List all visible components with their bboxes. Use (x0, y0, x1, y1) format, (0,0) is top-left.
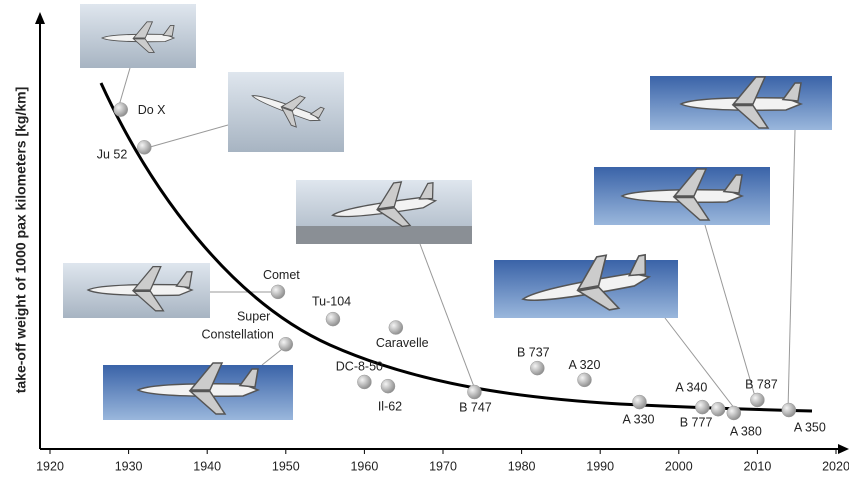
point-label: B 747 (459, 400, 492, 414)
point (467, 385, 481, 399)
x-tick-label: 1950 (272, 459, 300, 473)
y-axis-label: take-off weight of 1000 pax kilometers [… (13, 87, 29, 394)
point (381, 379, 395, 393)
x-tick-label: 1980 (508, 459, 536, 473)
point (530, 361, 544, 375)
point (114, 103, 128, 117)
point-label: A 320 (568, 358, 600, 372)
point-label: Il-62 (378, 399, 402, 413)
point-label: Comet (263, 268, 300, 282)
point (271, 285, 285, 299)
x-tick-label: 1970 (429, 459, 457, 473)
point-label: B 777 (680, 415, 713, 429)
point-label: Super Constellation (202, 310, 274, 342)
x-tick-label: 2020 (822, 459, 849, 473)
point (633, 395, 647, 409)
point (326, 312, 340, 326)
point-label: A 330 (623, 412, 655, 426)
chart: take-off weight of 1000 pax kilometers [… (0, 0, 849, 486)
x-tick-label: 2010 (743, 459, 771, 473)
point-label: Ju 52 (97, 148, 128, 162)
x-tick-label: 1920 (36, 459, 64, 473)
point (279, 337, 293, 351)
point-label: B 737 (517, 345, 550, 359)
point-label: Caravelle (376, 336, 429, 350)
point (577, 373, 591, 387)
x-tick-label: 1930 (115, 459, 143, 473)
point (782, 403, 796, 417)
point-label: A 380 (730, 424, 762, 438)
point-label: DC-8-50 (336, 359, 383, 373)
point-label: A 340 (675, 380, 707, 394)
point-label: B 787 (745, 377, 778, 391)
point (357, 375, 371, 389)
point-label: A 350 (794, 420, 826, 434)
x-tick-label: 1960 (350, 459, 378, 473)
x-tick-label: 1940 (193, 459, 221, 473)
trend-curve (101, 83, 812, 411)
x-tick-label: 1990 (586, 459, 614, 473)
point (137, 140, 151, 154)
point (750, 393, 764, 407)
point-label: Tu-104 (312, 294, 351, 308)
point (711, 402, 725, 416)
point-label: Do X (138, 103, 166, 117)
point (727, 406, 741, 420)
point (695, 400, 709, 414)
x-tick-label: 2000 (665, 459, 693, 473)
point (389, 320, 403, 334)
